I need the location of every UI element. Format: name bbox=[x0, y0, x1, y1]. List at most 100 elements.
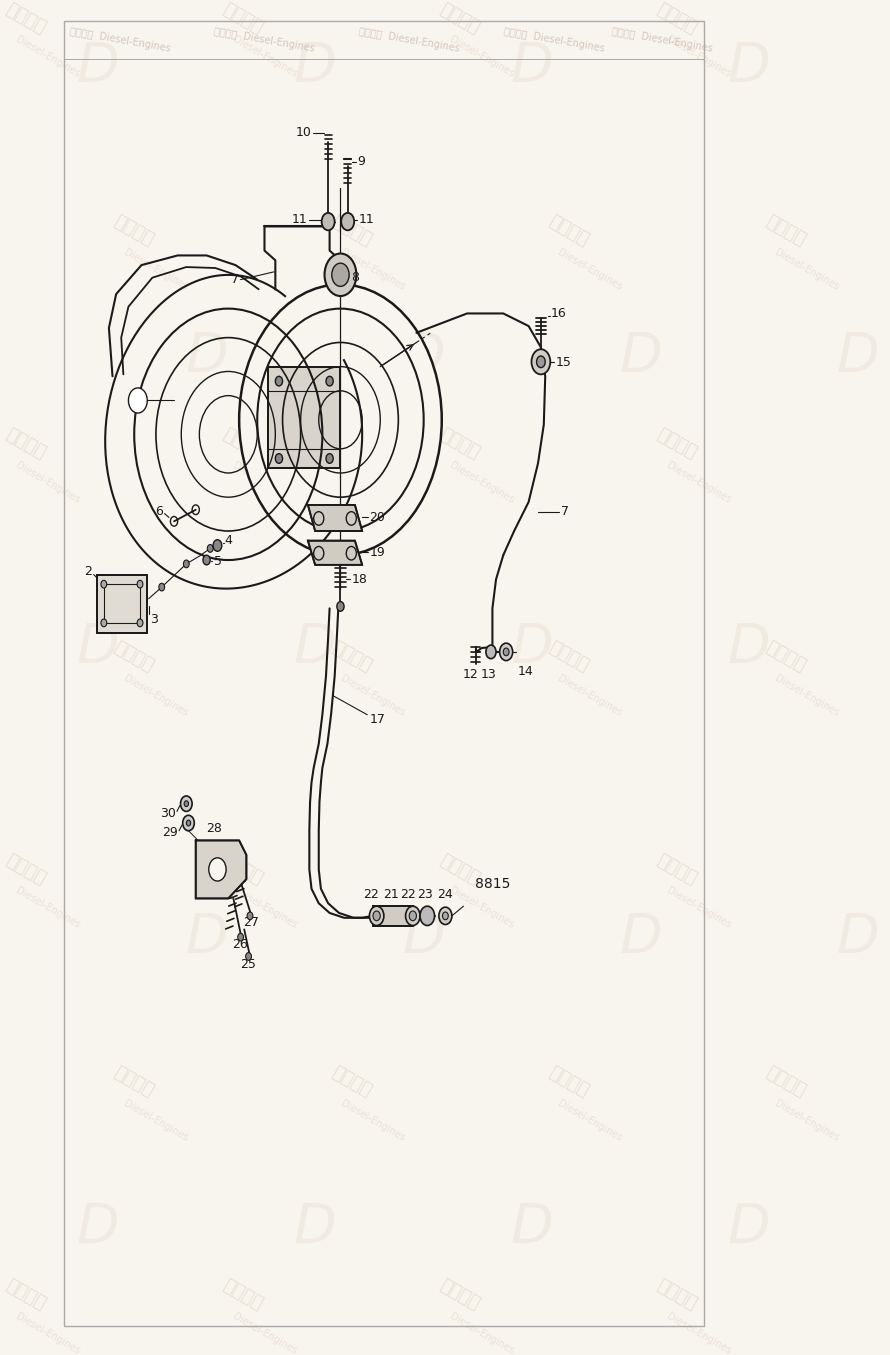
Polygon shape bbox=[308, 505, 362, 531]
Text: 紫发动力: 紫发动力 bbox=[437, 851, 483, 888]
Text: 紫发动力: 紫发动力 bbox=[437, 0, 483, 37]
Text: 14: 14 bbox=[518, 665, 533, 678]
Text: D: D bbox=[77, 41, 119, 93]
Text: 27: 27 bbox=[244, 916, 259, 930]
Text: Diesel-Engines: Diesel-Engines bbox=[556, 673, 624, 718]
Text: 20: 20 bbox=[369, 511, 385, 524]
Text: Diesel-Engines: Diesel-Engines bbox=[13, 886, 81, 931]
Circle shape bbox=[503, 648, 509, 656]
Text: 25: 25 bbox=[240, 958, 256, 970]
Circle shape bbox=[186, 820, 190, 827]
Text: 紫发动力  Diesel-Engines: 紫发动力 Diesel-Engines bbox=[358, 26, 460, 54]
Text: Diesel-Engines: Diesel-Engines bbox=[665, 1312, 732, 1355]
Text: 3: 3 bbox=[150, 614, 158, 626]
Text: 8815: 8815 bbox=[474, 877, 510, 892]
Text: 紫发动力: 紫发动力 bbox=[111, 213, 158, 249]
Text: 7: 7 bbox=[562, 505, 569, 518]
Circle shape bbox=[326, 377, 333, 386]
Text: 7: 7 bbox=[231, 274, 239, 286]
Circle shape bbox=[537, 356, 546, 367]
Text: 紫发动力: 紫发动力 bbox=[654, 1276, 700, 1313]
Circle shape bbox=[246, 953, 252, 961]
Text: 22: 22 bbox=[363, 888, 379, 901]
Text: 紫发动力: 紫发动力 bbox=[546, 1064, 592, 1100]
Text: 紫发动力: 紫发动力 bbox=[437, 1276, 483, 1313]
Text: 17: 17 bbox=[369, 713, 385, 726]
Circle shape bbox=[326, 454, 333, 463]
Text: Diesel-Engines: Diesel-Engines bbox=[339, 1099, 407, 1144]
Text: 8: 8 bbox=[352, 271, 360, 285]
Text: 紫发动力: 紫发动力 bbox=[328, 638, 375, 675]
Text: 紫发动力: 紫发动力 bbox=[763, 1064, 809, 1100]
Text: D: D bbox=[294, 621, 336, 673]
Text: Diesel-Engines: Diesel-Engines bbox=[773, 673, 841, 718]
Circle shape bbox=[336, 602, 344, 611]
Text: D: D bbox=[294, 41, 336, 93]
Text: 紫发动力: 紫发动力 bbox=[111, 1064, 158, 1100]
Text: 紫发动力: 紫发动力 bbox=[220, 851, 266, 888]
Circle shape bbox=[442, 912, 449, 920]
Text: Diesel-Engines: Diesel-Engines bbox=[122, 248, 190, 293]
Polygon shape bbox=[308, 541, 362, 565]
Circle shape bbox=[275, 377, 282, 386]
Text: Diesel-Engines: Diesel-Engines bbox=[13, 35, 81, 80]
Text: 29: 29 bbox=[162, 827, 178, 839]
Circle shape bbox=[137, 580, 143, 588]
Circle shape bbox=[101, 619, 107, 627]
Text: 紫发动力: 紫发动力 bbox=[220, 0, 266, 37]
Text: 26: 26 bbox=[232, 939, 247, 951]
Text: 紫发动力: 紫发动力 bbox=[763, 213, 809, 249]
Text: D: D bbox=[728, 41, 771, 93]
Text: 紫发动力: 紫发动力 bbox=[654, 851, 700, 888]
Text: Diesel-Engines: Diesel-Engines bbox=[339, 248, 407, 293]
Text: D: D bbox=[402, 331, 445, 383]
Text: D: D bbox=[728, 1201, 771, 1253]
Text: 紫发动力: 紫发动力 bbox=[220, 1276, 266, 1313]
Text: 紫发动力  Diesel-Engines: 紫发动力 Diesel-Engines bbox=[611, 26, 714, 54]
Text: Diesel-Engines: Diesel-Engines bbox=[13, 1312, 81, 1355]
Text: 紫发动力: 紫发动力 bbox=[654, 0, 700, 37]
Text: 2: 2 bbox=[85, 565, 93, 579]
Text: 15: 15 bbox=[555, 356, 571, 370]
Circle shape bbox=[239, 285, 441, 556]
Text: D: D bbox=[402, 911, 445, 963]
Text: Diesel-Engines: Diesel-Engines bbox=[448, 1312, 515, 1355]
Circle shape bbox=[182, 816, 194, 831]
Text: 11: 11 bbox=[292, 213, 308, 226]
Text: Diesel-Engines: Diesel-Engines bbox=[122, 673, 190, 718]
Text: 22: 22 bbox=[400, 888, 416, 901]
Text: 紫发动力  Diesel-Engines: 紫发动力 Diesel-Engines bbox=[503, 26, 605, 54]
Text: Diesel-Engines: Diesel-Engines bbox=[339, 673, 407, 718]
Circle shape bbox=[203, 556, 210, 565]
Text: Diesel-Engines: Diesel-Engines bbox=[665, 461, 732, 505]
Text: 11: 11 bbox=[359, 213, 375, 226]
Text: Diesel-Engines: Diesel-Engines bbox=[13, 461, 81, 505]
Text: 4: 4 bbox=[224, 534, 232, 547]
Text: 12: 12 bbox=[463, 668, 479, 680]
Text: 紫发动力: 紫发动力 bbox=[328, 213, 375, 249]
Text: 16: 16 bbox=[550, 308, 566, 320]
Text: D: D bbox=[837, 331, 879, 383]
Circle shape bbox=[486, 645, 496, 659]
Text: 紫发动力: 紫发动力 bbox=[763, 638, 809, 675]
Text: 紫发动力: 紫发动力 bbox=[546, 638, 592, 675]
Bar bbox=[104, 584, 140, 623]
Circle shape bbox=[406, 906, 420, 925]
Text: 5: 5 bbox=[214, 556, 222, 569]
Circle shape bbox=[207, 545, 213, 553]
Circle shape bbox=[420, 906, 434, 925]
Text: Diesel-Engines: Diesel-Engines bbox=[556, 1099, 624, 1144]
Text: 21: 21 bbox=[384, 888, 399, 901]
Text: D: D bbox=[185, 911, 228, 963]
Polygon shape bbox=[268, 367, 341, 469]
Text: D: D bbox=[511, 41, 554, 93]
Text: 13: 13 bbox=[481, 668, 497, 680]
Circle shape bbox=[238, 934, 244, 940]
Circle shape bbox=[184, 801, 189, 806]
Text: 23: 23 bbox=[417, 888, 433, 901]
Text: 紫发动力: 紫发动力 bbox=[111, 638, 158, 675]
Text: 紫发动力  Diesel-Engines: 紫发动力 Diesel-Engines bbox=[69, 26, 171, 54]
Text: 9: 9 bbox=[357, 156, 365, 168]
Text: 24: 24 bbox=[438, 888, 453, 901]
Text: 1: 1 bbox=[134, 394, 142, 406]
